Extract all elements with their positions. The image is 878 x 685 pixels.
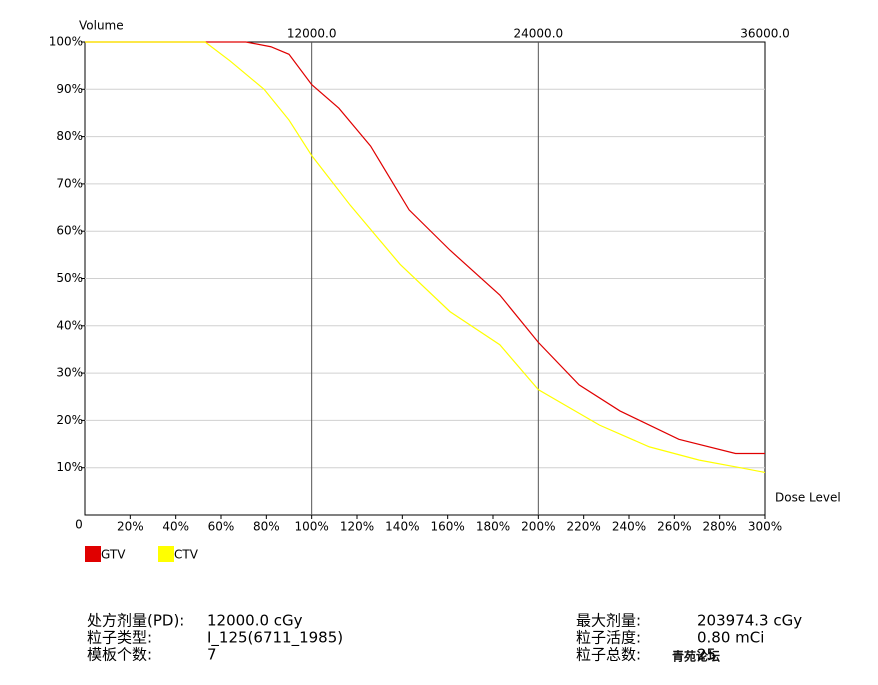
x-tick-label: 120% bbox=[340, 520, 374, 534]
legend-swatch bbox=[85, 546, 101, 562]
info-value: 25 bbox=[697, 646, 716, 664]
x-tick-label: 220% bbox=[567, 520, 601, 534]
watermark: 青苑论坛 bbox=[672, 649, 720, 664]
y-tick-label: 80% bbox=[56, 129, 83, 143]
x-tick-label: 300% bbox=[748, 520, 782, 534]
legend-swatch bbox=[158, 546, 174, 562]
info-label: 模板个数: bbox=[87, 646, 152, 664]
x2-tick-label: 12000.0 bbox=[287, 27, 337, 41]
legend-label: GTV bbox=[101, 548, 126, 562]
x2-tick-label: 24000.0 bbox=[514, 27, 564, 41]
x-tick-label: 200% bbox=[521, 520, 555, 534]
y-tick-label: 30% bbox=[56, 366, 83, 380]
x-tick-label: 140% bbox=[385, 520, 419, 534]
y-tick-label: 50% bbox=[56, 271, 83, 285]
x-tick-label: 100% bbox=[295, 520, 329, 534]
info-label: 处方剂量(PD): bbox=[87, 612, 184, 630]
x-axis-label: Dose Level bbox=[775, 491, 841, 505]
info-label: 粒子类型: bbox=[87, 629, 152, 647]
x-tick-label: 260% bbox=[657, 520, 691, 534]
x-tick-label: 40% bbox=[162, 520, 189, 534]
info-label: 粒子总数: bbox=[576, 646, 641, 664]
y-tick-label: 20% bbox=[56, 413, 83, 427]
legend-label: CTV bbox=[174, 548, 199, 562]
dvh-curve bbox=[85, 41, 766, 474]
x-tick-label: 20% bbox=[117, 520, 144, 534]
x-tick-label: 80% bbox=[253, 520, 280, 534]
y-tick-label: 70% bbox=[56, 176, 83, 190]
x-tick-label: 240% bbox=[612, 520, 646, 534]
x-tick-label: 0 bbox=[75, 518, 83, 532]
info-value: 7 bbox=[207, 646, 217, 664]
info-value: I_125(6711_1985) bbox=[207, 629, 343, 648]
x-tick-label: 180% bbox=[476, 520, 510, 534]
info-value: 0.80 mCi bbox=[697, 629, 764, 647]
y-tick-label: 60% bbox=[56, 224, 83, 238]
y-axis-label: Volume bbox=[79, 19, 124, 33]
info-value: 203974.3 cGy bbox=[697, 612, 802, 630]
x2-tick-label: 36000.0 bbox=[740, 27, 790, 41]
x-tick-label: 60% bbox=[208, 520, 235, 534]
info-value: 12000.0 cGy bbox=[207, 612, 303, 630]
x-tick-label: 160% bbox=[431, 520, 465, 534]
y-tick-label: 90% bbox=[56, 82, 83, 96]
info-label: 粒子活度: bbox=[576, 629, 641, 647]
y-tick-label: 10% bbox=[56, 460, 83, 474]
x-tick-label: 280% bbox=[703, 520, 737, 534]
y-tick-label: 100% bbox=[49, 35, 83, 49]
y-tick-label: 40% bbox=[56, 318, 83, 332]
dvh-curve bbox=[85, 41, 765, 455]
info-label: 最大剂量: bbox=[576, 612, 641, 630]
